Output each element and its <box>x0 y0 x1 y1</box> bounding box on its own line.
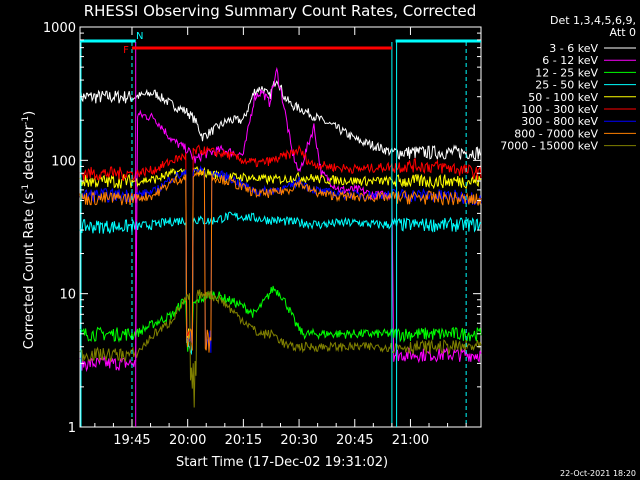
legend-label-4: 50 - 100 keV <box>528 91 598 104</box>
y-label-sup: -1 <box>21 184 31 193</box>
legend-label-2: 12 - 25 keV <box>535 66 598 79</box>
legend-label-6: 300 - 800 keV <box>521 115 598 128</box>
series-line-3 <box>79 211 482 356</box>
series-line-6 <box>79 165 482 353</box>
series-line-2 <box>79 285 482 352</box>
y-tick-label: 1000 <box>43 21 76 36</box>
x-axis-label: Start Time (17-Dec-02 19:31:02) <box>176 455 388 470</box>
legend-label-7: 800 - 7000 keV <box>514 127 598 140</box>
x-tick-label: 20:00 <box>169 433 206 448</box>
legend-label-1: 6 - 12 keV <box>542 54 598 67</box>
series-line-0 <box>79 80 482 161</box>
legend-label-0: 3 - 6 keV <box>549 42 598 55</box>
y-axis-label: Corrected Count Rate (s-1 detector-1) <box>21 111 37 349</box>
y-label-sup2: -1 <box>21 116 31 125</box>
y-tick-label: 100 <box>51 154 76 169</box>
x-tick-label: 20:15 <box>225 433 262 448</box>
legend-label-8: 7000 - 15000 keV <box>500 140 598 153</box>
y-tick-label: 1 <box>68 421 76 436</box>
series-line-7 <box>79 169 482 353</box>
legend-label-3: 25 - 50 keV <box>535 79 598 92</box>
x-tick-label: 19:45 <box>113 433 150 448</box>
series-line-5 <box>79 144 482 342</box>
series-line-8 <box>79 289 482 408</box>
series-line-4 <box>79 165 482 341</box>
legend-header-2: Att 0 <box>610 26 636 39</box>
x-tick-label: 21:00 <box>392 433 429 448</box>
legend-label-5: 100 - 300 keV <box>521 103 598 116</box>
series-line-1 <box>79 66 482 373</box>
x-tick-label: 20:45 <box>336 433 373 448</box>
y-label-end: ) <box>22 111 37 116</box>
series-layer <box>79 66 482 408</box>
y-label-tail: detector <box>22 124 37 184</box>
y-tick-label: 10 <box>59 288 76 303</box>
tick-layer: 19:45 20:00 20:15 20:30 20:45 21:00 1 10 100 1000 <box>43 21 481 448</box>
y-label-main: Corrected Count Rate (s <box>22 193 37 350</box>
flag-layer: FN <box>80 31 481 427</box>
legend-header-1: Det 1,3,4,5,6,9, <box>550 14 636 27</box>
flag-label-1: N <box>136 31 143 42</box>
footer-timestamp: 22-Oct-2021 18:20 <box>560 469 636 478</box>
x-tick-label: 20:30 <box>280 433 317 448</box>
chart-title: RHESSI Observing Summary Count Rates, Co… <box>84 2 477 20</box>
flag-label-0: F <box>123 45 129 56</box>
